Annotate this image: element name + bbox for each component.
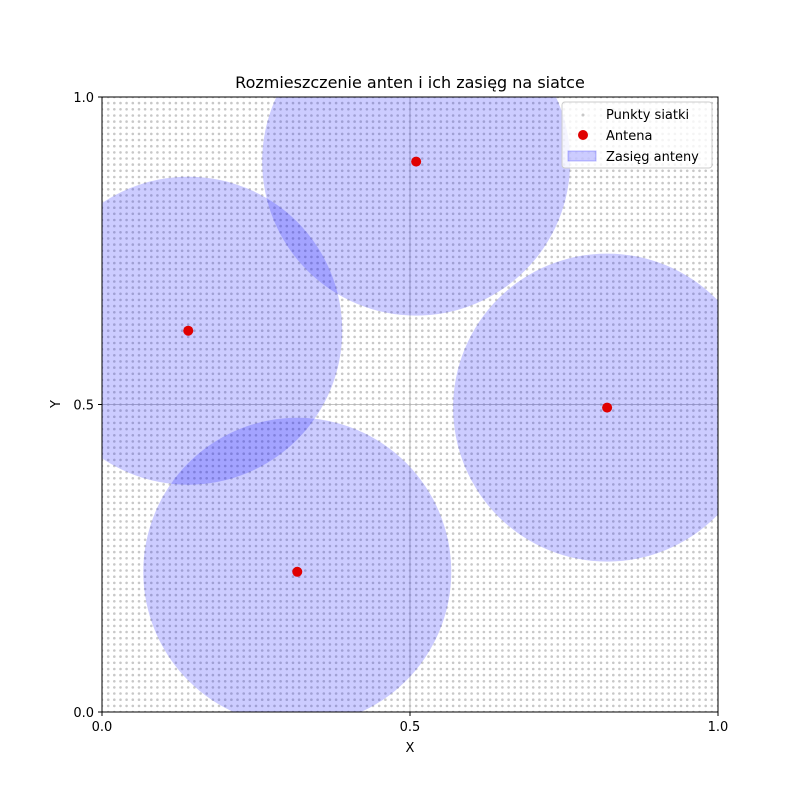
antenna-point-4 xyxy=(292,566,303,577)
legend-marker-coverage xyxy=(567,150,597,162)
y-tick-label-1: 0.5 xyxy=(73,399,94,414)
antenna-point-2 xyxy=(411,156,422,167)
chart-title: Rozmieszczenie anten i ich zasięg na sia… xyxy=(235,73,585,92)
x-tick-label-1: 0.5 xyxy=(400,720,421,735)
gridlines xyxy=(102,97,718,712)
antenna-point-3 xyxy=(602,402,613,413)
coverage-circle-4 xyxy=(143,417,452,712)
plot-area xyxy=(102,97,718,712)
antenna-point-1 xyxy=(183,325,194,336)
x-axis-label: X xyxy=(406,741,415,756)
legend: Punkty siatki Antena Zasięg anteny xyxy=(561,101,713,169)
grid-points xyxy=(102,97,718,712)
y-tick-label-0: 0.0 xyxy=(73,706,94,721)
y-axis-label: Y xyxy=(49,400,64,409)
legend-marker-grid-points xyxy=(581,113,585,117)
legend-label-grid-points: Punkty siatki xyxy=(606,108,689,123)
x-tick-label-0: 0.0 xyxy=(92,720,113,735)
coverage-circle-1 xyxy=(102,176,343,485)
x-tick-label-2: 1.0 xyxy=(708,720,729,735)
axis-ticks: 0.0 0.5 1.0 0.0 0.5 1.0 xyxy=(73,91,728,735)
legend-label-coverage: Zasięg anteny xyxy=(606,150,699,165)
legend-label-antenna: Antena xyxy=(606,129,652,144)
coverage-layer xyxy=(102,97,718,712)
legend-marker-antenna xyxy=(578,130,588,140)
grid-points-layer xyxy=(102,97,718,712)
antennas-layer xyxy=(183,156,613,577)
coverage-circle-3 xyxy=(453,253,718,562)
coverage-circle-2 xyxy=(262,97,571,316)
y-tick-label-2: 1.0 xyxy=(73,91,94,106)
legend-box xyxy=(561,101,713,169)
